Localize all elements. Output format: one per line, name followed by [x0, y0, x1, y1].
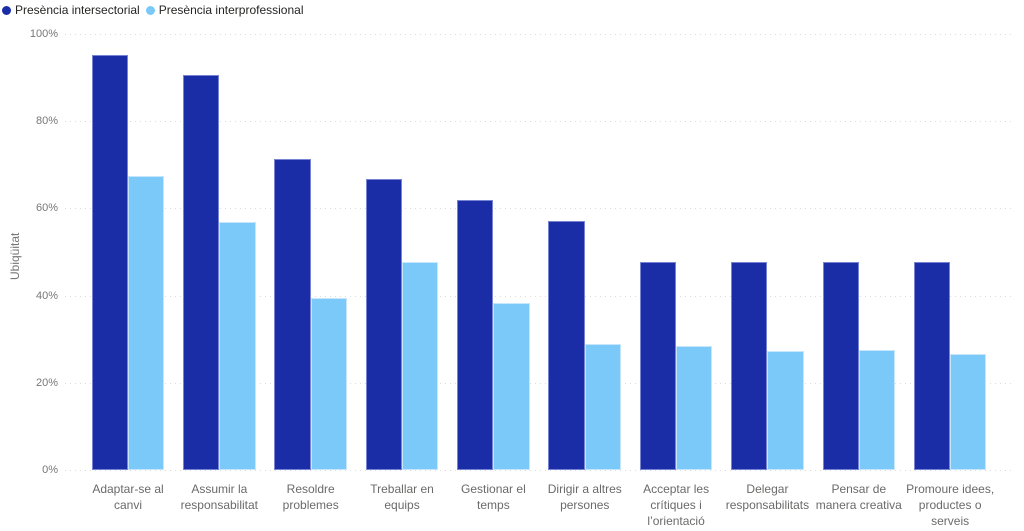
x-axis-label: Promoure idees, productes o serveis [906, 482, 995, 528]
gridline [65, 295, 1015, 297]
x-axis-label: Acceptar les crítiques i l’orientació [643, 482, 710, 528]
bar-intersectorial[interactable] [91, 54, 128, 470]
legend-label: Presència intersectorial [15, 3, 140, 17]
bar-interprofessional[interactable] [767, 350, 804, 470]
legend-item-interprofessional[interactable]: Presència interprofessional [145, 2, 304, 18]
bar-intersectorial[interactable] [731, 262, 768, 470]
legend-item-intersectorial[interactable]: Presència intersectorial [2, 2, 140, 18]
bar-interprofessional[interactable] [219, 222, 256, 470]
gridline [65, 470, 1015, 471]
bar-interprofessional[interactable] [128, 175, 165, 470]
y-axis-title: Ubiqüitat [8, 232, 22, 280]
bar-intersectorial[interactable] [274, 158, 311, 470]
bar-interprofessional[interactable] [676, 345, 713, 470]
gridline [65, 382, 1015, 384]
x-axis-label: Assumir la responsabilitat [180, 482, 259, 512]
plot-area [65, 34, 1015, 471]
gridline [65, 208, 1015, 210]
bar-intersectorial[interactable] [913, 262, 951, 470]
gridline [65, 121, 1015, 123]
y-tick-label: 60% [35, 202, 58, 215]
x-axis-label: Dirigir a altres persones [547, 482, 622, 512]
x-axis-label: Resoldre problemes [282, 482, 339, 512]
bar-interprofessional[interactable] [310, 298, 347, 470]
bar-interprofessional[interactable] [584, 343, 622, 470]
legend-label: Presència interprofessional [158, 3, 304, 17]
x-axis-label: Delegar responsabilitats [725, 482, 810, 512]
bar-interprofessional[interactable] [950, 354, 987, 470]
legend-dot-intersectorial-icon [2, 5, 11, 15]
x-axis-label: Treballar en equips [370, 482, 434, 512]
bar-interprofessional[interactable] [493, 303, 530, 470]
y-tick-label: 40% [35, 289, 58, 302]
bar-intersectorial[interactable] [548, 221, 585, 470]
x-axis-label: Gestionar el temps [461, 482, 526, 512]
bar-interprofessional[interactable] [858, 349, 896, 470]
bar-intersectorial[interactable] [639, 262, 677, 470]
x-axis-label: Adaptar-se al canvi [92, 482, 164, 512]
gridline [65, 34, 1015, 35]
bar-interprofessional[interactable] [402, 262, 439, 470]
bar-intersectorial[interactable] [822, 262, 859, 470]
x-axis-label: Pensar de manera creativa [815, 482, 902, 512]
legend: Presència intersectorial Presència inter… [2, 2, 303, 18]
bar-intersectorial[interactable] [365, 179, 403, 470]
y-tick-label: 80% [35, 115, 58, 128]
legend-dot-interprofessional-icon [145, 5, 155, 15]
bar-intersectorial[interactable] [457, 200, 494, 470]
y-tick-label: 0% [42, 464, 58, 476]
y-tick-label: 20% [35, 376, 58, 389]
y-tick-label: 100% [29, 28, 58, 40]
bar-intersectorial[interactable] [183, 75, 220, 470]
